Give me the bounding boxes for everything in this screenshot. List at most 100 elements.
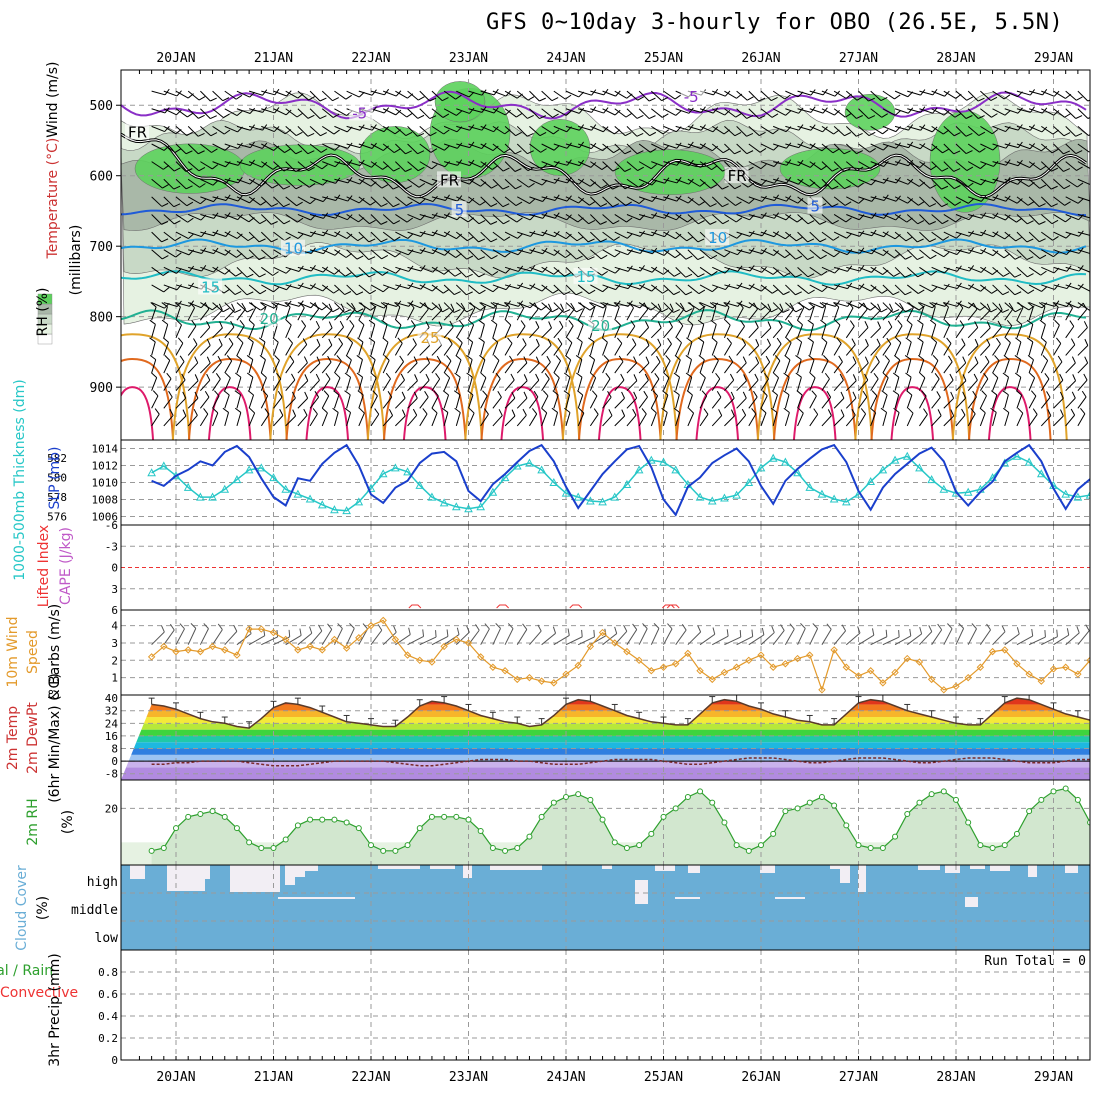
wind-barb <box>880 407 887 413</box>
wind-barb <box>955 161 968 171</box>
wind-barb <box>919 631 933 646</box>
wind-barb <box>703 408 709 415</box>
wind-speed-marker <box>818 686 826 694</box>
wind-barb <box>880 96 888 102</box>
wind-barb <box>600 221 607 225</box>
wind-barb <box>235 94 243 100</box>
wind-barb <box>845 362 857 374</box>
wind-tick: 1 <box>111 672 118 685</box>
wind-barb <box>974 338 979 346</box>
wind-barb <box>907 125 921 131</box>
wind-barb <box>882 178 897 184</box>
wind-barb <box>986 623 991 631</box>
wind-barb <box>466 273 473 278</box>
wind-barb <box>893 407 900 413</box>
wind-barb <box>955 196 969 204</box>
wind-barb <box>236 143 251 149</box>
wind-barb <box>553 412 559 427</box>
wind-barb <box>1015 390 1022 396</box>
wind-barb <box>833 231 847 239</box>
wind-barb <box>1077 302 1090 311</box>
wind-barb <box>187 344 198 356</box>
wind-barb <box>624 150 632 155</box>
wind-barb <box>516 629 528 645</box>
wind-barb <box>722 220 730 225</box>
wind-barb <box>638 213 653 219</box>
wind-barb <box>821 302 836 307</box>
contour-label: 5 <box>455 201 465 219</box>
wind-barb <box>394 236 401 241</box>
rh-marker <box>343 819 350 826</box>
wind-barb <box>395 415 406 427</box>
wind-barb <box>949 373 954 381</box>
wind-barb <box>516 161 529 172</box>
wind-barb <box>285 302 300 307</box>
wind-barb <box>808 302 815 308</box>
wind-barb <box>821 231 834 241</box>
wind-barb <box>1014 355 1021 360</box>
wind-barb <box>328 303 333 311</box>
wind-speed-marker <box>988 647 997 656</box>
thickness-marker <box>805 482 815 491</box>
wind-barb <box>955 143 967 154</box>
wind-barb <box>614 266 629 272</box>
warm-contour <box>269 333 386 440</box>
wind-speed-marker <box>1049 665 1058 673</box>
wind-barb <box>450 303 455 311</box>
wind-barb <box>1016 161 1030 169</box>
wind-barb <box>1004 412 1010 427</box>
wind-barb <box>314 390 320 398</box>
wind-barb <box>590 178 602 189</box>
wind-barb <box>370 302 385 309</box>
wind-barb <box>419 90 431 102</box>
wind-barb <box>894 266 906 278</box>
wind-barb <box>516 217 523 223</box>
thickness-line <box>151 455 1090 512</box>
wind-barb <box>685 355 692 360</box>
wind-barb <box>614 214 627 223</box>
wind-barb <box>740 320 745 327</box>
wind-barb <box>724 343 732 356</box>
wind-barb <box>259 273 266 278</box>
wind-barb <box>234 291 242 295</box>
wind-barb <box>442 113 450 118</box>
wind-barb <box>931 108 945 116</box>
li-mark <box>408 604 422 609</box>
wind-barb <box>894 178 909 185</box>
wind-barb <box>503 220 510 225</box>
wind-barb <box>797 394 803 409</box>
wind-barb <box>760 249 774 256</box>
wind-barb <box>724 319 731 326</box>
wind-barb <box>651 231 665 238</box>
wind-barb <box>626 249 641 254</box>
wind-barb <box>395 214 408 223</box>
wind-barb <box>407 249 422 254</box>
wind-barb <box>1028 266 1042 276</box>
wind-barb <box>1028 377 1036 391</box>
wind-barb <box>1065 249 1080 254</box>
wind-barb <box>334 360 342 374</box>
wind-barb <box>511 409 516 417</box>
wind-speed-marker <box>720 668 729 677</box>
wind-barb <box>322 195 329 202</box>
wind-barb <box>1053 90 1066 99</box>
wind-barb <box>864 321 869 328</box>
wind-barb <box>224 161 239 166</box>
wind-barb <box>1040 337 1047 343</box>
wind-barb <box>748 345 760 356</box>
contour-label: 10 <box>284 240 303 258</box>
wind-barb <box>600 238 608 243</box>
wind-barb <box>995 337 1001 345</box>
wind-barb <box>809 341 814 356</box>
wind-barb <box>1089 372 1090 373</box>
wind-barb <box>730 391 735 399</box>
wind-barb <box>831 167 839 172</box>
wind-barb <box>358 249 370 260</box>
warm-contour <box>987 386 1032 440</box>
warm-contour <box>500 386 545 440</box>
wind-barb <box>1065 217 1072 223</box>
wind-barb <box>419 196 434 203</box>
wind-barb <box>413 356 418 364</box>
wind-barb <box>273 143 285 153</box>
wind-barb <box>297 266 312 272</box>
